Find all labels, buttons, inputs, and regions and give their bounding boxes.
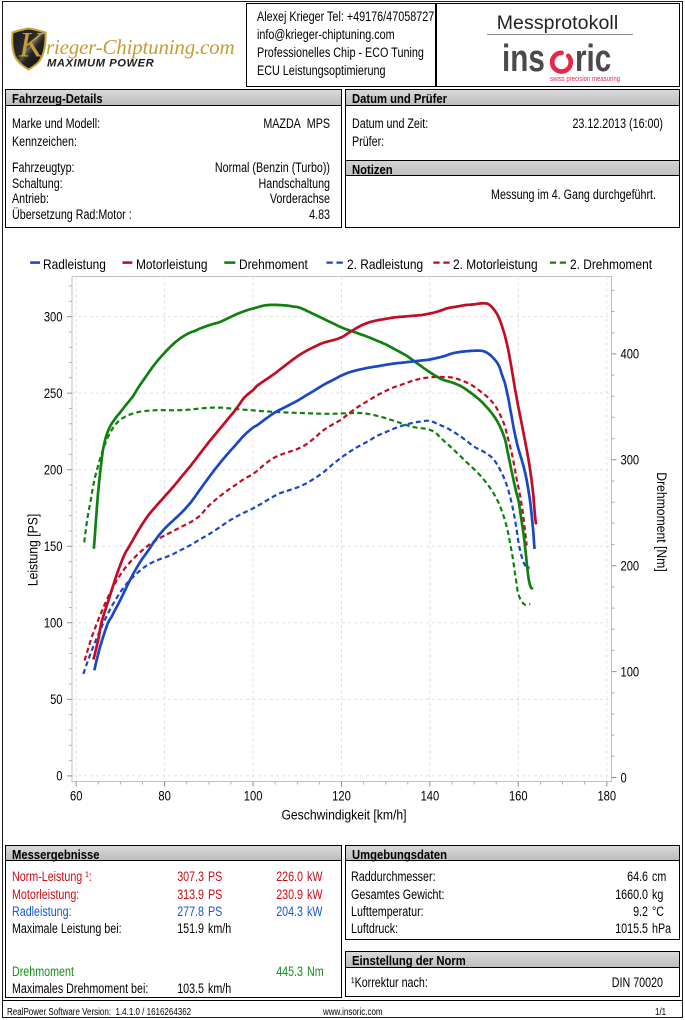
svg-text:300: 300 xyxy=(621,452,640,467)
svg-text:300: 300 xyxy=(44,309,63,324)
svg-text:Leistung [PS]: Leistung [PS] xyxy=(25,514,41,586)
svg-text:50: 50 xyxy=(50,692,62,707)
svg-text:K: K xyxy=(18,25,45,65)
svg-text:100: 100 xyxy=(621,664,640,679)
svg-text:Geschwindigkeit [km/h]: Geschwindigkeit [km/h] xyxy=(281,807,406,823)
svg-text:60: 60 xyxy=(70,788,82,803)
svg-text:Drehmoment [Nm]: Drehmoment [Nm] xyxy=(654,472,670,571)
svg-text:400: 400 xyxy=(621,347,640,362)
svg-text:200: 200 xyxy=(44,462,63,477)
svg-text:0: 0 xyxy=(56,769,62,784)
svg-text:100: 100 xyxy=(244,788,263,803)
svg-text:100: 100 xyxy=(44,615,63,630)
svg-text:200: 200 xyxy=(621,558,640,573)
svg-text:80: 80 xyxy=(158,788,170,803)
svg-text:rieger-Chiptuning.com: rieger-Chiptuning.com xyxy=(46,35,234,59)
svg-text:250: 250 xyxy=(44,386,63,401)
svg-text:180: 180 xyxy=(597,788,616,803)
svg-text:0: 0 xyxy=(621,770,627,785)
svg-text:MAXIMUM POWER: MAXIMUM POWER xyxy=(47,58,154,70)
svg-text:160: 160 xyxy=(509,788,528,803)
svg-text:120: 120 xyxy=(332,788,351,803)
svg-text:150: 150 xyxy=(44,539,63,554)
svg-text:140: 140 xyxy=(421,788,440,803)
